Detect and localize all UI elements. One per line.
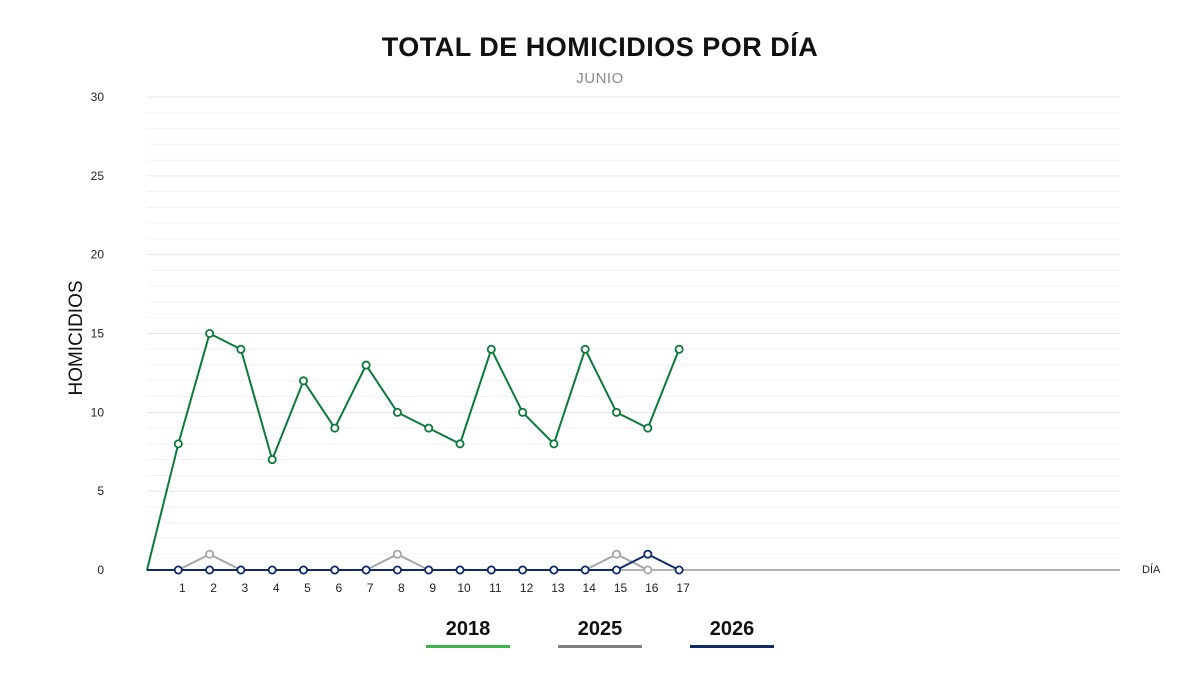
x-tick-label: 8 bbox=[398, 581, 405, 595]
data-point-2018-6[interactable] bbox=[330, 423, 340, 433]
data-point-2026-13[interactable] bbox=[549, 565, 559, 575]
legend-label-2025: 2025 bbox=[577, 618, 623, 640]
x-axis-ticks: 1 2 3 4 5 6 7 8 9 10 11 12 13 14 15 16 17 bbox=[179, 581, 690, 595]
x-tick-label: 7 bbox=[367, 581, 374, 595]
y-tick-label: 10 bbox=[91, 405, 105, 419]
data-point-2025-2[interactable] bbox=[205, 549, 215, 559]
data-point-2026-6[interactable] bbox=[330, 565, 340, 575]
data-point-2018-12[interactable] bbox=[518, 407, 528, 417]
x-tick-label: 5 bbox=[304, 581, 311, 595]
x-tick-label: 9 bbox=[429, 581, 436, 595]
data-point-2018-8[interactable] bbox=[392, 407, 402, 417]
x-tick-label: 12 bbox=[520, 581, 534, 595]
data-point-2026-5[interactable] bbox=[298, 565, 308, 575]
x-tick-label: 1 bbox=[179, 581, 186, 595]
data-point-2026-7[interactable] bbox=[361, 565, 371, 575]
legend: 2018 2025 2026 bbox=[0, 618, 1200, 658]
chart-subtitle: JUNIO bbox=[576, 70, 624, 87]
data-point-2026-8[interactable] bbox=[392, 565, 402, 575]
legend-swatch-2018 bbox=[426, 645, 510, 648]
data-point-2026-17[interactable] bbox=[674, 565, 684, 575]
series-line-2026 bbox=[147, 553, 680, 571]
x-tick-label: 15 bbox=[614, 581, 628, 595]
data-point-2018-9[interactable] bbox=[424, 423, 434, 433]
x-tick-label: 16 bbox=[645, 581, 659, 595]
data-point-2025-8[interactable] bbox=[392, 549, 402, 559]
legend-swatch-2025 bbox=[558, 645, 642, 648]
data-point-2018-10[interactable] bbox=[455, 439, 465, 449]
data-point-2026-9[interactable] bbox=[424, 565, 434, 575]
y-axis-label: HOMICIDIOS bbox=[66, 280, 87, 395]
x-tick-label: 3 bbox=[242, 581, 249, 595]
data-point-2018-16[interactable] bbox=[643, 423, 653, 433]
data-point-2026-16[interactable] bbox=[643, 549, 653, 559]
data-point-2018-11[interactable] bbox=[486, 344, 496, 354]
x-tick-label: 13 bbox=[551, 581, 565, 595]
data-point-2026-3[interactable] bbox=[236, 565, 246, 575]
data-point-2018-5[interactable] bbox=[298, 376, 308, 386]
data-point-2018-3[interactable] bbox=[236, 344, 246, 354]
series-line-2018 bbox=[146, 332, 681, 571]
y-tick-label: 30 bbox=[91, 90, 105, 104]
x-tick-label: 2 bbox=[210, 581, 217, 595]
data-point-2018-1[interactable] bbox=[173, 439, 183, 449]
y-axis-ticks: 0 5 10 15 20 25 30 bbox=[91, 90, 105, 577]
x-axis-label: DÍA bbox=[1142, 563, 1161, 576]
data-point-2018-7[interactable] bbox=[361, 360, 371, 370]
data-point-2026-1[interactable] bbox=[173, 565, 183, 575]
legend-label-2026: 2026 bbox=[709, 618, 755, 640]
data-point-2025-15[interactable] bbox=[612, 549, 622, 559]
chart-title: TOTAL DE HOMICIDIOS POR DÍA bbox=[381, 32, 819, 62]
legend-item-2026[interactable]: 2026 bbox=[690, 618, 774, 648]
legend-label-2018: 2018 bbox=[445, 618, 491, 640]
series-group bbox=[146, 328, 684, 575]
grid-lines bbox=[147, 96, 1120, 555]
y-tick-label: 5 bbox=[97, 484, 104, 498]
data-point-2026-14[interactable] bbox=[580, 565, 590, 575]
data-point-2018-2[interactable] bbox=[205, 328, 215, 338]
data-point-2026-2[interactable] bbox=[205, 565, 215, 575]
legend-item-2018[interactable]: 2018 bbox=[426, 618, 510, 648]
data-point-2018-15[interactable] bbox=[612, 407, 622, 417]
x-tick-label: 4 bbox=[273, 581, 280, 595]
data-point-2018-14[interactable] bbox=[580, 344, 590, 354]
x-tick-label: 11 bbox=[489, 581, 502, 595]
legend-swatch-2026 bbox=[690, 645, 774, 648]
x-tick-label: 10 bbox=[457, 581, 471, 595]
series-2026 bbox=[147, 549, 684, 575]
x-tick-label: 17 bbox=[676, 581, 690, 595]
data-point-2018-17[interactable] bbox=[674, 344, 684, 354]
data-point-2026-12[interactable] bbox=[518, 565, 528, 575]
data-point-2026-11[interactable] bbox=[486, 565, 496, 575]
data-point-2026-10[interactable] bbox=[455, 565, 465, 575]
y-tick-label: 15 bbox=[91, 327, 105, 341]
legend-item-2025[interactable]: 2025 bbox=[558, 618, 642, 648]
x-tick-label: 6 bbox=[335, 581, 342, 595]
y-tick-label: 20 bbox=[91, 248, 105, 262]
x-tick-label: 14 bbox=[583, 581, 597, 595]
data-point-2018-4[interactable] bbox=[267, 455, 277, 465]
data-point-2026-4[interactable] bbox=[267, 565, 277, 575]
data-point-2025-16[interactable] bbox=[643, 565, 653, 575]
y-tick-label: 25 bbox=[91, 169, 105, 183]
data-point-2026-15[interactable] bbox=[612, 565, 622, 575]
data-point-2018-13[interactable] bbox=[549, 439, 559, 449]
y-tick-label: 0 bbox=[97, 563, 104, 577]
series-2018 bbox=[146, 328, 684, 571]
